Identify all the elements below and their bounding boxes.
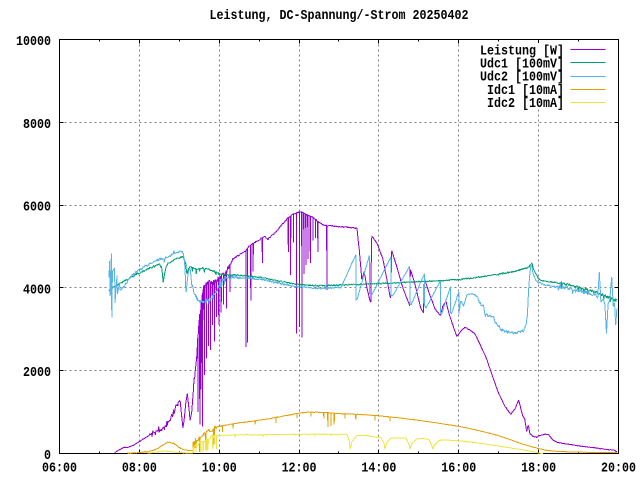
svg-text:8000: 8000 xyxy=(23,118,51,133)
svg-text:6000: 6000 xyxy=(23,201,51,216)
svg-text:16:00: 16:00 xyxy=(441,462,476,477)
svg-text:Leistung [W]: Leistung [W] xyxy=(480,44,564,59)
svg-text:06:00: 06:00 xyxy=(42,462,77,477)
svg-text:10000: 10000 xyxy=(16,35,51,50)
svg-text:Leistung, DC-Spannung/-Strom 2: Leistung, DC-Spannung/-Strom 20250402 xyxy=(210,9,469,24)
svg-text:2000: 2000 xyxy=(23,366,51,381)
svg-text:08:00: 08:00 xyxy=(122,462,157,477)
svg-text:20:00: 20:00 xyxy=(601,462,636,477)
svg-text:Idc2 [10mA]: Idc2 [10mA] xyxy=(487,97,564,112)
svg-text:4000: 4000 xyxy=(23,283,51,298)
svg-text:18:00: 18:00 xyxy=(521,462,556,477)
svg-text:Idc1 [10mA]: Idc1 [10mA] xyxy=(487,84,564,99)
svg-text:0: 0 xyxy=(44,449,51,464)
svg-text:10:00: 10:00 xyxy=(202,462,237,477)
svg-text:14:00: 14:00 xyxy=(361,462,396,477)
svg-text:Udc2 [100mV]: Udc2 [100mV] xyxy=(480,71,564,86)
svg-text:Udc1 [100mV]: Udc1 [100mV] xyxy=(480,57,564,72)
svg-text:12:00: 12:00 xyxy=(282,462,317,477)
